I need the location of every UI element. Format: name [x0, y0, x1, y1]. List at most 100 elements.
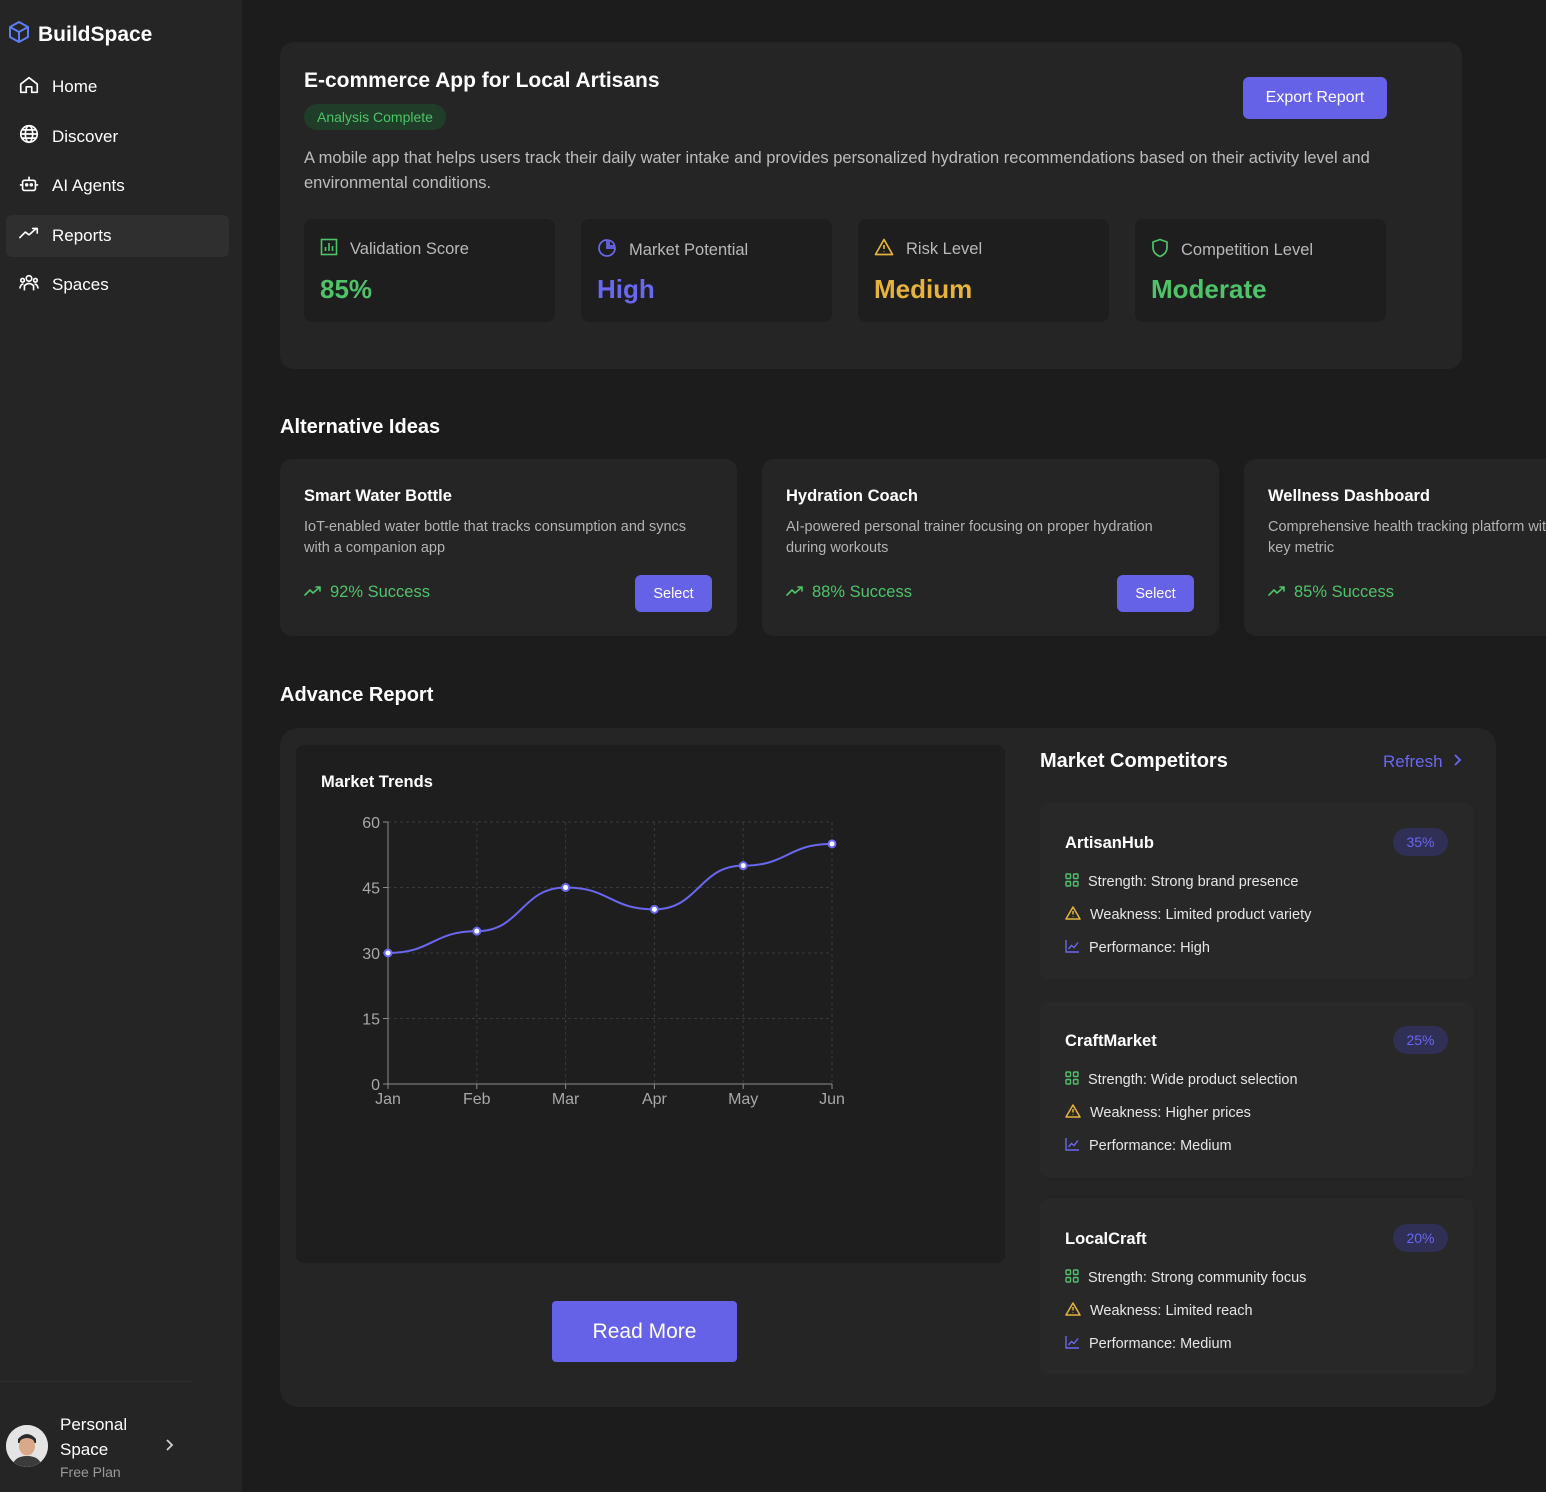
sidebar-item-reports[interactable]: Reports — [6, 214, 229, 257]
strength-text: Strength: Strong brand presence — [1088, 874, 1299, 890]
alternative-idea-title: Hydration Coach — [786, 487, 919, 505]
grid-icon — [1065, 873, 1079, 891]
brand[interactable]: BuildSpace — [8, 20, 152, 49]
metric-value: Medium — [874, 274, 973, 304]
y-tick-label: 60 — [362, 815, 380, 832]
refresh-label: Refresh — [1383, 752, 1443, 771]
alternative-card-clip: Wellness Dashboard Comprehensive health … — [1244, 459, 1546, 636]
robot-icon — [18, 173, 40, 200]
warning-icon — [1065, 906, 1081, 924]
metric-label: Validation Score — [350, 240, 469, 258]
refresh-button[interactable]: Refresh — [1383, 752, 1462, 772]
brand-name: BuildSpace — [38, 22, 153, 46]
read-more-button[interactable]: Read More — [552, 1301, 737, 1362]
profile-switcher[interactable]: Personal Space Free Plan — [6, 1410, 186, 1482]
line-chart-icon — [1065, 1137, 1080, 1155]
trend-up-icon — [786, 583, 804, 602]
warning-icon — [1065, 1302, 1081, 1320]
sidebar-item-ai-agents[interactable]: AI Agents — [6, 165, 229, 207]
market-share-badge: 25% — [1393, 1026, 1448, 1054]
metric-value: Moderate — [1151, 274, 1267, 304]
y-tick-label: 45 — [362, 881, 380, 898]
metric-competition-level: Competition Level Moderate — [1135, 219, 1386, 322]
metric-validation-score: Validation Score 85% — [304, 219, 555, 322]
market-trends-chart: Market Trends 0 15 30 45 60 Jan Feb Mar Apr May Ju… — [296, 745, 1005, 1263]
line-chart: 0 15 30 45 60 Jan Feb Mar Apr May Jun — [362, 815, 845, 1108]
x-tick-label: Jun — [819, 1091, 845, 1108]
success-label: 85% Success — [1294, 583, 1394, 601]
strength-text: Strength: Strong community focus — [1088, 1270, 1307, 1286]
competitor-weakness: Weakness: Limited product variety — [1065, 906, 1311, 924]
metric-market-potential: Market Potential High — [581, 219, 832, 322]
alternative-idea-card: Hydration Coach AI-powered personal trai… — [762, 459, 1219, 636]
series-line — [387, 842, 833, 954]
grid-icon — [1065, 1071, 1079, 1089]
select-button[interactable]: Select — [1117, 575, 1194, 612]
competitor-strength: Strength: Strong brand presence — [1065, 873, 1298, 891]
competitor-performance: Performance: Medium — [1065, 1137, 1232, 1155]
success-label: 92% Success — [330, 583, 430, 601]
warning-icon — [874, 238, 894, 261]
sidebar: BuildSpace Home Discover AI Agents Repor… — [0, 0, 242, 1492]
warning-icon — [1065, 1104, 1081, 1122]
alternative-idea-description: Comprehensive health tracking platform w… — [1268, 519, 1546, 556]
weakness-text: Weakness: Higher prices — [1090, 1105, 1251, 1121]
sidebar-item-label: Discover — [52, 126, 119, 146]
main-content: E-commerce App for Local Artisans Analys… — [242, 0, 1546, 1492]
competitor-performance: Performance: Medium — [1065, 1335, 1232, 1353]
competitor-name: LocalCraft — [1065, 1230, 1147, 1248]
export-report-button[interactable]: Export Report — [1243, 77, 1387, 119]
x-tick-label: Jan — [375, 1091, 401, 1108]
y-tick-label: 15 — [362, 1012, 380, 1029]
strength-text: Strength: Wide product selection — [1088, 1072, 1298, 1088]
competitor-card: ArtisanHub 35% Strength: Strong brand pr… — [1040, 803, 1473, 979]
sidebar-item-label: Spaces — [52, 275, 109, 294]
data-point — [649, 904, 659, 914]
idea-description: A mobile app that helps users track thei… — [304, 149, 1370, 192]
alternative-idea-title: Wellness Dashboard — [1268, 487, 1430, 505]
sidebar-item-discover[interactable]: Discover — [6, 116, 229, 158]
alternative-idea-title: Smart Water Bottle — [304, 487, 452, 505]
competitor-card: LocalCraft 20% Strength: Strong communit… — [1040, 1199, 1473, 1375]
select-button[interactable]: Select — [635, 575, 712, 612]
metric-value: 85% — [320, 274, 373, 304]
sidebar-item-spaces[interactable]: Spaces — [6, 264, 229, 306]
success-label: 88% Success — [812, 583, 912, 601]
x-tick-label: Feb — [463, 1091, 491, 1108]
alternative-idea-description: IoT-enabled water bottle that tracks con… — [304, 519, 687, 556]
weakness-text: Weakness: Limited reach — [1090, 1303, 1253, 1319]
market-competitors-heading: Market Competitors — [1040, 750, 1228, 772]
metric-risk-level: Risk Level Medium — [858, 219, 1109, 322]
metric-label: Competition Level — [1181, 241, 1314, 259]
sidebar-item-home[interactable]: Home — [6, 66, 229, 108]
data-point — [738, 861, 748, 871]
sidebar-item-label: Home — [52, 77, 98, 96]
trend-up-icon — [1268, 583, 1286, 602]
y-tick-label: 30 — [362, 946, 380, 963]
market-share-badge: 20% — [1393, 1224, 1448, 1252]
bar-chart-icon — [320, 238, 338, 261]
avatar — [6, 1425, 48, 1467]
alternative-ideas-heading: Alternative Ideas — [280, 416, 441, 438]
metric-label: Risk Level — [906, 240, 983, 258]
performance-text: Performance: Medium — [1089, 1138, 1232, 1154]
shield-icon — [1151, 238, 1169, 263]
advance-report-panel: Market Trends 0 15 30 45 60 Jan Feb Mar Apr May Ju… — [280, 728, 1496, 1407]
weakness-text: Weakness: Limited product variety — [1090, 907, 1312, 923]
users-icon — [18, 272, 40, 299]
alternative-idea-description: AI-powered personal trainer focusing on … — [786, 519, 1153, 556]
competitor-weakness: Weakness: Limited reach — [1065, 1302, 1253, 1320]
status-badge: Analysis Complete — [304, 104, 446, 130]
sidebar-item-label: AI Agents — [52, 176, 125, 195]
data-point — [561, 883, 571, 892]
profile-plan: Free Plan — [60, 1464, 121, 1480]
alternative-idea-card: Wellness Dashboard Comprehensive health … — [1244, 459, 1546, 636]
success-rate: 88% Success — [786, 583, 912, 602]
metric-label: Market Potential — [629, 241, 749, 259]
competitor-name: CraftMarket — [1065, 1032, 1157, 1050]
x-tick-label: Apr — [642, 1091, 668, 1108]
competitor-performance: Performance: High — [1065, 939, 1210, 957]
chevron-right-icon — [164, 1438, 174, 1457]
market-share-badge: 35% — [1393, 828, 1448, 856]
competitor-card: CraftMarket 25% Strength: Wide product s… — [1040, 1001, 1473, 1177]
